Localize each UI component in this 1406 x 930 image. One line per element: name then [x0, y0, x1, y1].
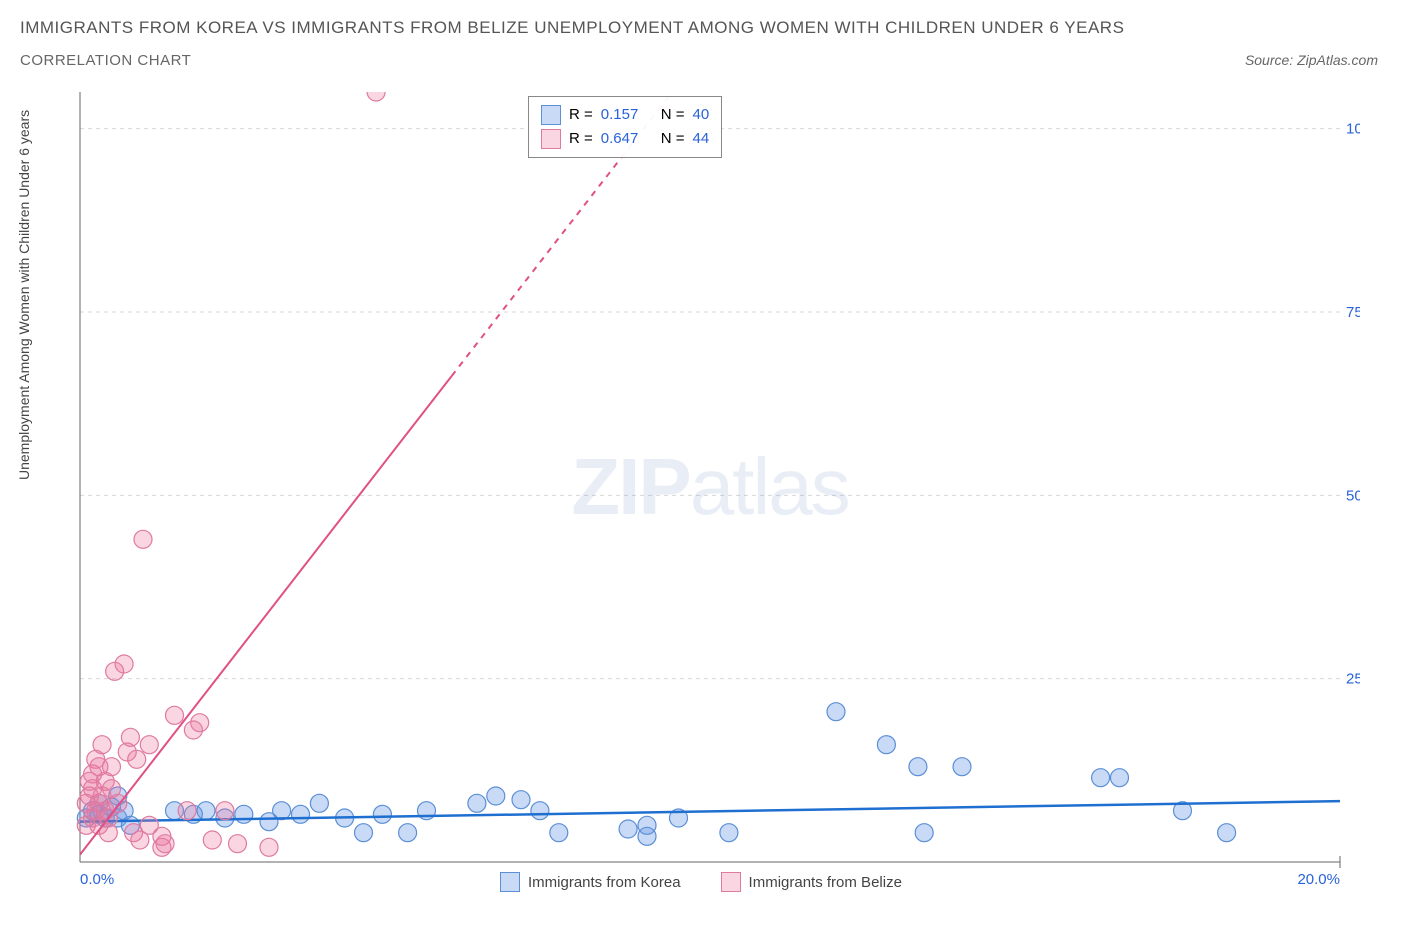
stat-n-label: N = [661, 103, 685, 127]
scatter-chart: 25.0% 50.0% 75.0% 100.0% 0.0% 20.0% [60, 92, 1360, 912]
svg-text:20.0%: 20.0% [1297, 871, 1340, 888]
legend-item: Immigrants from Belize [721, 872, 902, 892]
y-axis-label: Unemployment Among Women with Children U… [16, 110, 32, 480]
correlation-stats-box: R = 0.157 N = 40 R = 0.647 N = 44 [528, 96, 722, 158]
chart-title: IMMIGRANTS FROM KOREA VS IMMIGRANTS FROM… [20, 18, 1386, 38]
legend-item: Immigrants from Korea [500, 872, 681, 892]
legend-swatch [500, 872, 520, 892]
stat-r-label: R = [569, 103, 593, 127]
series-legend: Immigrants from Korea Immigrants from Bel… [500, 872, 902, 892]
legend-label: Immigrants from Korea [528, 874, 681, 891]
chart-subtitle: CORRELATION CHART [20, 52, 1386, 69]
stat-n-value: 40 [693, 103, 710, 127]
stat-n-label: N = [661, 127, 685, 151]
svg-text:50.0%: 50.0% [1346, 487, 1360, 504]
chart-area: 25.0%50.0%75.0%100.0%0.0%20.0% ZIPatlas … [60, 92, 1360, 882]
legend-label: Immigrants from Belize [749, 874, 902, 891]
svg-text:75.0%: 75.0% [1346, 304, 1360, 321]
svg-text:100.0%: 100.0% [1346, 121, 1360, 138]
svg-text:25.0%: 25.0% [1346, 671, 1360, 688]
legend-swatch [541, 105, 561, 125]
legend-swatch [541, 129, 561, 149]
stat-r-label: R = [569, 127, 593, 151]
svg-text:0.0%: 0.0% [80, 871, 114, 888]
stat-r-value: 0.647 [601, 127, 653, 151]
stats-row: R = 0.157 N = 40 [541, 103, 709, 127]
stats-row: R = 0.647 N = 44 [541, 127, 709, 151]
stat-r-value: 0.157 [601, 103, 653, 127]
source-attribution: Source: ZipAtlas.com [1245, 52, 1378, 68]
stat-n-value: 44 [693, 127, 710, 151]
legend-swatch [721, 872, 741, 892]
